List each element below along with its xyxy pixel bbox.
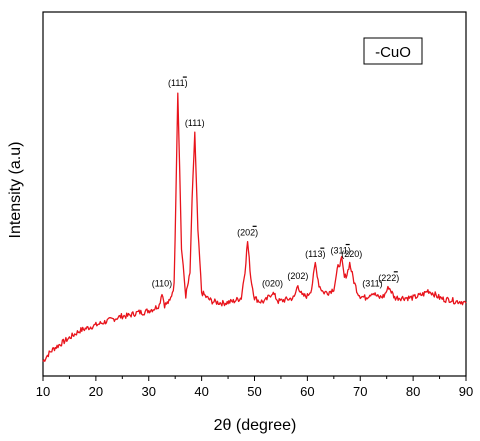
peak-label: (202) — [237, 227, 258, 237]
legend-box — [363, 37, 423, 65]
x-axis-ticks: 10 20 30 40 50 60 70 80 90 — [36, 376, 473, 399]
x-tick-label: 80 — [406, 384, 420, 399]
x-tick-label: 70 — [353, 384, 367, 399]
x-tick-label: 50 — [247, 384, 261, 399]
x-tick-label: 30 — [142, 384, 156, 399]
peak-label: (202) — [287, 271, 308, 281]
xrd-pattern-line — [42, 92, 467, 362]
peak-label: (311) — [362, 278, 382, 288]
peak-label: (111) — [185, 118, 205, 128]
peak-label: (311) — [331, 246, 351, 256]
peak-label: (111) — [168, 78, 188, 88]
legend-series-label: -CuO — [375, 44, 411, 61]
x-tick-label: 20 — [89, 384, 103, 399]
x-tick-label: 40 — [194, 384, 208, 399]
peak-label: (020) — [262, 278, 283, 288]
peak-label: (113) — [305, 249, 325, 259]
peak-label: (222) — [378, 273, 399, 283]
legend: -CuO — [363, 37, 423, 65]
x-tick-label: 60 — [300, 384, 314, 399]
x-tick-label: 10 — [36, 384, 50, 399]
y-axis-title: Intensity (a.u) — [7, 142, 24, 239]
x-axis-title: 2θ (degree) — [214, 417, 297, 434]
peak-label: (110) — [152, 278, 172, 288]
peak-label: (220) — [341, 249, 362, 259]
x-tick-label: 90 — [459, 384, 473, 399]
peak-annotations: (110) (111) (111) (202) (020) (202) (113) (311)… — [152, 76, 399, 288]
series-layer — [42, 92, 467, 362]
